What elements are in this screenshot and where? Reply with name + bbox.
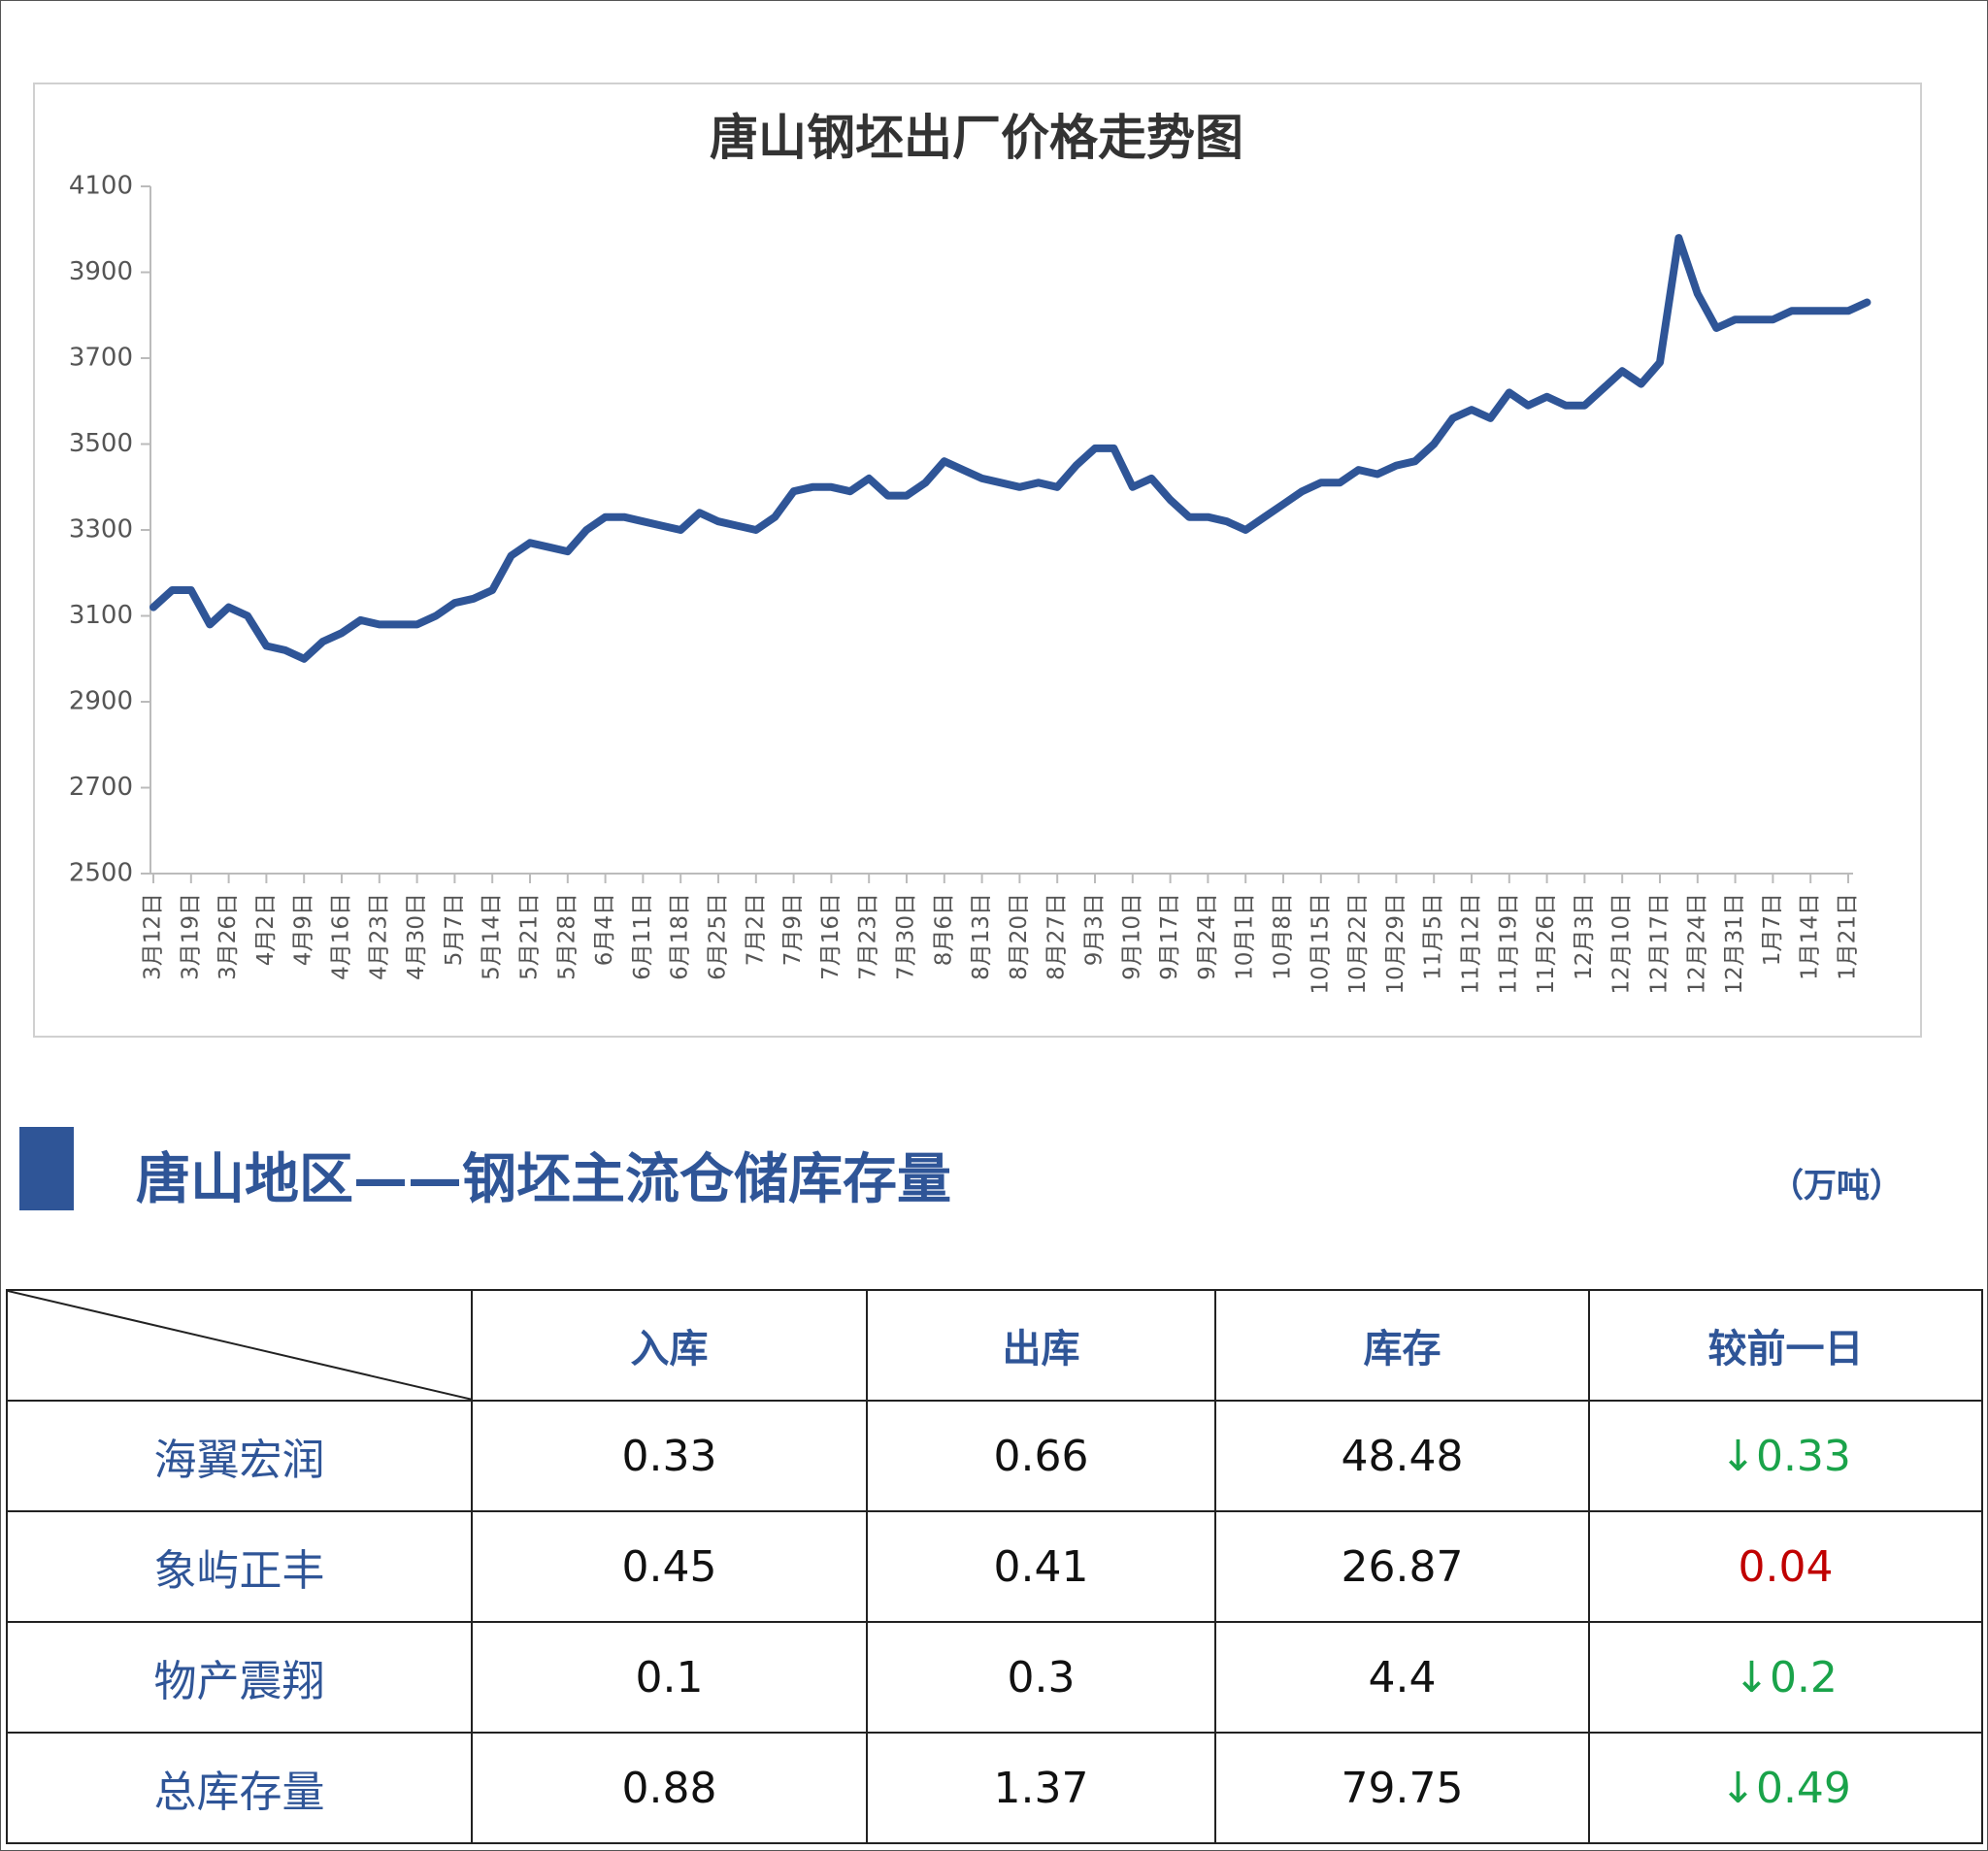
value-cell: 26.87 xyxy=(1214,1510,1590,1623)
x-tick-label: 6月18日 xyxy=(668,893,693,980)
row-name: 物产震翔 xyxy=(6,1621,473,1734)
x-tick-label: 11月12日 xyxy=(1459,893,1484,995)
table-row: 海翼宏润 0.33 0.66 48.48 ↓0.33 xyxy=(6,1400,1983,1512)
y-tick-label: 3500 xyxy=(69,429,133,458)
x-tick-label: 8月20日 xyxy=(1007,893,1032,980)
table-row: 总库存量 0.88 1.37 79.75 ↓0.49 xyxy=(6,1732,1983,1844)
x-tick-label: 7月2日 xyxy=(743,893,768,966)
x-tick-label: 4月2日 xyxy=(253,893,279,966)
column-header: 库存 xyxy=(1214,1289,1590,1402)
value-cell: 1.37 xyxy=(866,1732,1216,1844)
x-tick-label: 7月16日 xyxy=(818,893,844,980)
x-tick-label: 7月30日 xyxy=(894,893,919,980)
x-tick-label: 4月16日 xyxy=(329,893,354,980)
x-tick-label: 10月1日 xyxy=(1233,893,1258,980)
value-cell: 0.41 xyxy=(866,1510,1216,1623)
table-row: 象屿正丰 0.45 0.41 26.87 0.04 xyxy=(6,1510,1983,1623)
x-tick-label: 11月5日 xyxy=(1421,893,1446,980)
value-cell: 0.66 xyxy=(866,1400,1216,1512)
y-tick-label: 3100 xyxy=(69,601,133,630)
x-tick-label: 10月22日 xyxy=(1345,893,1371,995)
x-tick-label: 9月10日 xyxy=(1119,893,1144,980)
change-cell: ↓0.33 xyxy=(1588,1400,1983,1512)
x-tick-label: 5月21日 xyxy=(517,893,543,980)
x-tick-label: 5月28日 xyxy=(554,893,580,980)
section-title: 唐山地区——钢坯主流仓储库存量 xyxy=(136,1148,951,1211)
x-tick-label: 6月4日 xyxy=(592,893,617,966)
value-cell: 0.3 xyxy=(866,1621,1216,1734)
x-tick-label: 1月21日 xyxy=(1836,893,1861,980)
y-tick-label: 4100 xyxy=(69,172,133,201)
table-row: 物产震翔 0.1 0.3 4.4 ↓0.2 xyxy=(6,1621,1983,1734)
x-tick-label: 12月31日 xyxy=(1722,893,1747,995)
row-name: 海翼宏润 xyxy=(6,1400,473,1512)
value-cell: 0.1 xyxy=(471,1621,868,1734)
x-tick-label: 4月23日 xyxy=(366,893,391,980)
x-tick-label: 1月7日 xyxy=(1760,893,1785,966)
row-name: 总库存量 xyxy=(6,1732,473,1844)
header-row: 入库 出库 库存 较前一日 xyxy=(6,1289,1983,1402)
x-tick-label: 5月14日 xyxy=(480,893,505,980)
x-tick-label: 7月9日 xyxy=(780,893,806,966)
value-cell: 0.45 xyxy=(471,1510,868,1623)
value-cell: 48.48 xyxy=(1214,1400,1590,1512)
x-tick-label: 8月6日 xyxy=(931,893,956,966)
x-tick-label: 5月7日 xyxy=(442,893,467,966)
x-tick-label: 3月26日 xyxy=(215,893,241,980)
table: 入库 出库 库存 较前一日 海翼宏润 0.33 0.66 48.48 ↓0.33 象屿正丰 0.4… xyxy=(6,1289,1983,1844)
x-tick-label: 12月10日 xyxy=(1609,893,1635,995)
x-tick-label: 9月3日 xyxy=(1082,893,1108,966)
x-tick-label: 3月12日 xyxy=(141,893,166,980)
change-cell: ↓0.49 xyxy=(1588,1732,1983,1844)
column-header: 入库 xyxy=(471,1289,868,1402)
x-tick-label: 8月13日 xyxy=(969,893,994,980)
x-tick-label: 6月25日 xyxy=(706,893,731,980)
chart: 唐山钢坯出厂价格走势图 2500 2700 2900 3100 3300 3500 3700… xyxy=(33,83,1922,1038)
chart-frame xyxy=(33,83,1922,1038)
x-tick-label: 6月11日 xyxy=(630,893,655,980)
x-tick-label: 12月17日 xyxy=(1647,893,1673,995)
x-tick-label: 9月24日 xyxy=(1195,893,1220,980)
y-tick-label: 2500 xyxy=(69,859,133,888)
change-cell: ↓0.2 xyxy=(1588,1621,1983,1734)
x-tick-label: 8月27日 xyxy=(1044,893,1070,980)
y-tick-label: 3300 xyxy=(69,515,133,545)
y-tick-label: 3900 xyxy=(69,257,133,286)
x-tick-label: 12月3日 xyxy=(1572,893,1597,980)
y-tick-label: 2900 xyxy=(69,687,133,716)
x-tick-label: 10月29日 xyxy=(1383,893,1408,995)
section-unit: （万吨） xyxy=(1771,1167,1903,1206)
x-tick-label: 3月19日 xyxy=(178,893,203,980)
change-cell: 0.04 xyxy=(1588,1510,1983,1623)
row-name: 象屿正丰 xyxy=(6,1510,473,1623)
column-header: 较前一日 xyxy=(1588,1289,1983,1402)
price-line xyxy=(149,234,1872,663)
y-tick-label: 2700 xyxy=(69,773,133,802)
x-tick-label: 1月14日 xyxy=(1798,893,1823,980)
x-tick-label: 12月24日 xyxy=(1684,893,1709,995)
x-tick-label: 11月19日 xyxy=(1496,893,1521,995)
x-tick-label: 9月17日 xyxy=(1157,893,1182,980)
x-tick-label: 7月23日 xyxy=(856,893,881,980)
column-header: 出库 xyxy=(866,1289,1216,1402)
chart-title: 唐山钢坯出厂价格走势图 xyxy=(710,109,1243,166)
y-tick-label: 3700 xyxy=(69,344,133,373)
corner-cell xyxy=(6,1289,473,1402)
value-cell: 79.75 xyxy=(1214,1732,1590,1844)
x-tick-label: 11月26日 xyxy=(1534,893,1559,995)
section-marker xyxy=(19,1127,74,1210)
x-tick-label: 4月9日 xyxy=(291,893,316,966)
value-cell: 0.88 xyxy=(471,1732,868,1844)
x-tick-label: 4月30日 xyxy=(404,893,429,980)
value-cell: 0.33 xyxy=(471,1400,868,1512)
x-tick-label: 10月15日 xyxy=(1308,893,1333,995)
x-tick-label: 10月8日 xyxy=(1271,893,1296,980)
corner-diagonal xyxy=(8,1291,473,1400)
value-cell: 4.4 xyxy=(1214,1621,1590,1734)
